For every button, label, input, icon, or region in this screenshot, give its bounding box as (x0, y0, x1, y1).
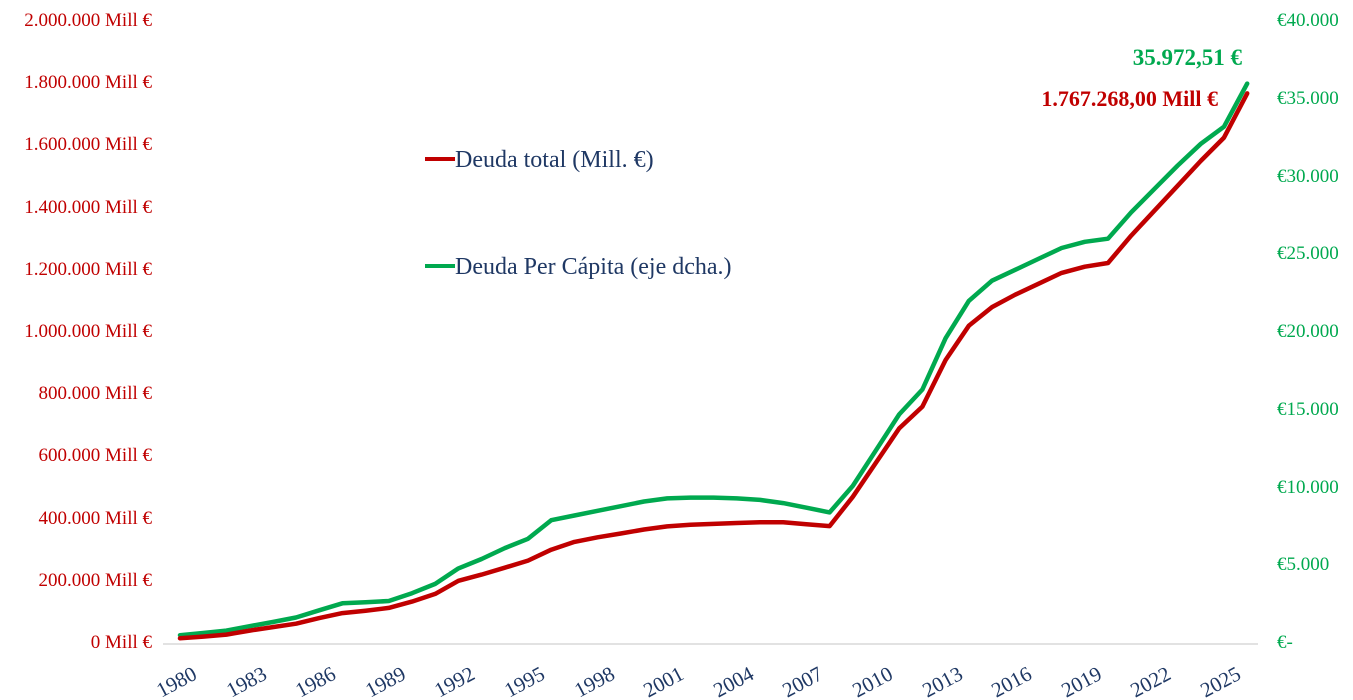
right-axis-tick: €30.000 (1277, 165, 1339, 187)
left-axis-tick: 1.200.000 Mill € (24, 258, 152, 280)
legend-item-deuda-total: Deuda total (Mill. €) (425, 146, 654, 174)
left-axis-tick: 1.600.000 Mill € (24, 134, 152, 156)
right-axis-tick: €10.000 (1277, 476, 1339, 498)
right-axis-tick: €35.000 (1277, 87, 1339, 109)
right-axis-tick: €40.000 (1277, 10, 1339, 31)
series-line-deuda-total (177, 91, 1250, 641)
right-axis-tick: €20.000 (1277, 321, 1339, 342)
left-axis-tick: 400.000 Mill € (38, 507, 152, 529)
legend-item-deuda-per-capita: Deuda Per Cápita (eje dcha.) (425, 253, 732, 281)
right-axis-tick: €5.000 (1277, 554, 1330, 576)
right-axis-tick: €15.000 (1277, 398, 1339, 420)
series-line-deuda-per-capita (177, 81, 1250, 638)
right-axis-tick: €25.000 (1277, 243, 1339, 265)
legend-line-green-icon (425, 264, 455, 269)
left-axis-tick: 1.400.000 Mill € (24, 196, 152, 218)
left-axis-tick: 1.000.000 Mill € (24, 321, 152, 342)
legend-label: Deuda total (Mill. €) (455, 147, 654, 173)
end-value-total: 1.767.268,00 Mill € (1041, 86, 1218, 111)
left-axis-tick: 2.000.000 Mill € (24, 10, 152, 31)
legend-line-red-icon (425, 157, 455, 162)
right-axis-tick: €- (1277, 632, 1293, 653)
left-axis-tick: 1.800.000 Mill € (24, 72, 152, 94)
left-axis-tick: 0 Mill € (90, 632, 152, 653)
end-value-per-capita: 35.972,51 € (1132, 45, 1242, 70)
legend-label: Deuda Per Cápita (eje dcha.) (455, 254, 732, 280)
left-axis-tick: 600.000 Mill € (38, 445, 152, 467)
left-axis-tick: 200.000 Mill € (38, 569, 152, 591)
left-axis-tick: 800.000 Mill € (38, 383, 152, 405)
